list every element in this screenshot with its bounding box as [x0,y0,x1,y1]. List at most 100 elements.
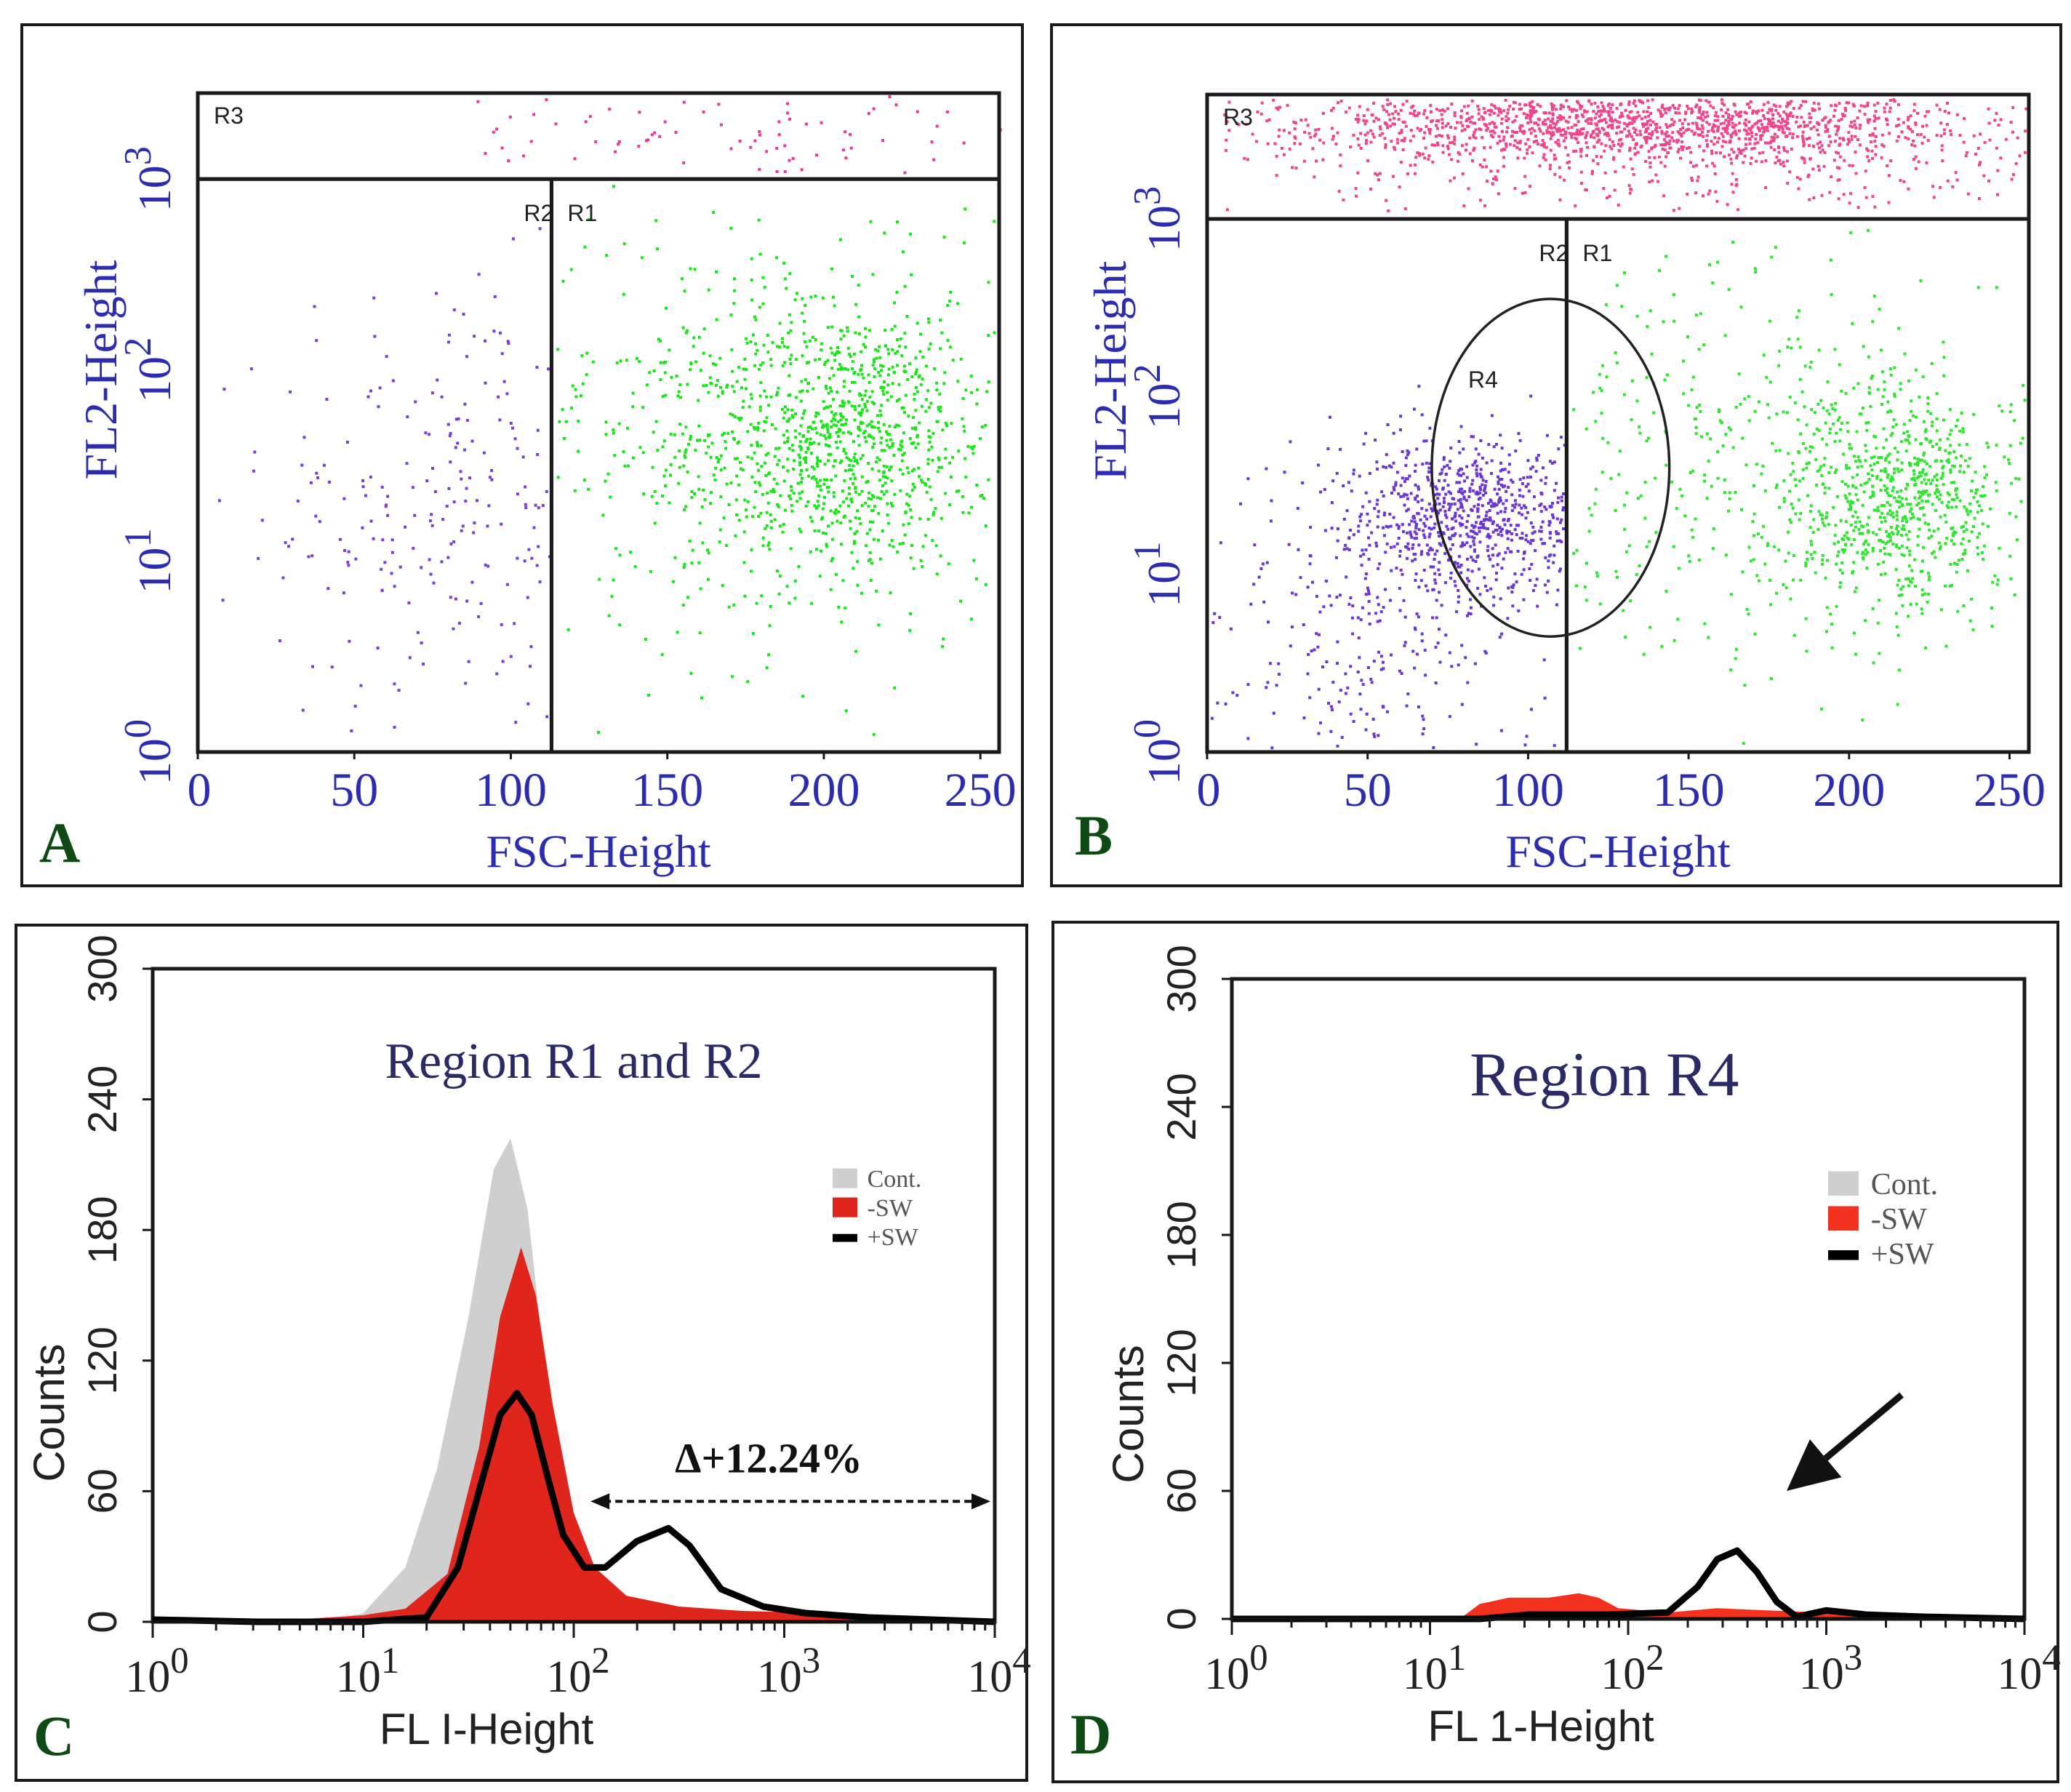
event-dot [1846,531,1849,535]
event-dot [1886,410,1890,414]
event-dot [1904,517,1908,521]
event-dot [1628,146,1632,150]
event-dot [2008,554,2012,558]
event-dot [678,383,682,386]
event-dot [786,408,790,412]
event-dot [853,371,857,374]
event-dot [1393,488,1396,492]
event-dot [1534,549,1537,553]
event-dot [1767,118,1770,121]
event-dot [1627,100,1631,104]
event-dot [1660,129,1664,133]
event-dot [737,417,740,420]
event-dot [1422,112,1426,116]
event-dot [1909,462,1912,465]
event-dot [697,399,700,402]
event-dot [1902,431,1906,435]
event-dot [1736,208,1740,212]
event-dot [1591,130,1595,134]
event-dot [1738,129,1741,132]
event-dot [1816,121,1819,125]
event-dot [1291,591,1294,595]
event-dot [464,681,468,685]
event-dot [780,407,784,411]
event-dot [1867,516,1871,519]
event-dot [1530,563,1534,566]
event-dot [1870,375,1874,378]
event-dot [689,267,692,271]
event-dot [853,380,857,384]
event-dot [1521,532,1524,535]
event-dot [825,545,828,548]
event-dot [574,388,577,391]
event-dot [1734,657,1737,660]
event-dot [1921,559,1924,563]
event-dot [1910,516,1913,520]
event-dot [1441,151,1445,154]
event-dot [413,513,417,517]
event-dot [1716,450,1720,454]
event-dot [1917,501,1920,505]
event-dot [1562,128,1565,132]
event-dot [1516,550,1520,553]
event-dot [758,305,761,309]
event-dot [801,389,804,393]
event-dot [1676,150,1680,153]
event-dot [1406,508,1410,511]
event-dot [1525,534,1528,537]
event-dot [778,524,782,528]
event-dot [1888,132,1891,135]
event-dot [1428,462,1432,465]
event-dot [1526,476,1529,479]
event-dot [1934,491,1937,495]
event-dot [916,435,919,439]
event-dot [1529,394,1533,398]
event-dot [1523,129,1526,133]
event-dot [1375,460,1379,464]
event-dot [1302,716,1306,720]
event-dot [1417,500,1420,503]
event-dot [1304,118,1307,121]
event-dot [778,321,782,325]
event-dot [1563,132,1567,136]
event-dot [1940,144,1944,148]
event-dot [1894,447,1897,450]
event-dot [1291,166,1294,169]
event-dot [1435,119,1438,123]
event-dot [1518,103,1522,106]
event-dot [612,431,615,435]
event-dot [1558,521,1562,524]
event-dot [1331,137,1334,141]
event-dot [545,715,549,719]
event-dot [1888,174,1891,177]
event-dot [905,502,908,505]
event-dot [1914,438,1918,441]
event-dot [1420,550,1424,553]
event-dot [1802,142,1806,145]
event-dot [900,445,904,449]
event-dot [1636,151,1640,154]
event-dot [798,497,802,500]
event-dot [713,478,717,481]
event-dot [1800,116,1803,119]
event-dot [1786,411,1790,415]
event-dot [1499,108,1502,111]
event-dot [1806,175,1810,178]
event-dot [1987,179,1990,183]
event-dot [810,476,814,480]
event-dot [1453,111,1457,114]
event-dot [1711,547,1715,551]
event-dot [755,601,758,605]
event-dot [1944,520,1948,524]
event-dot [737,519,741,522]
event-dot [777,133,781,137]
event-dot [447,487,451,490]
event-dot [1786,182,1790,185]
event-dot [1885,438,1888,441]
event-dot [1381,105,1385,108]
event-dot [1562,506,1565,510]
event-dot [1749,161,1752,165]
event-dot [758,484,762,487]
event-dot [1506,111,1510,115]
event-dot [1556,138,1560,142]
